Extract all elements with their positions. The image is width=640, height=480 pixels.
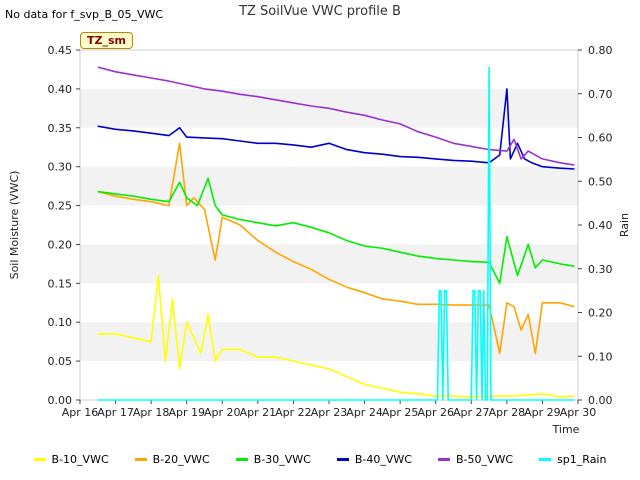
chart-title: TZ SoilVue VWC profile B (239, 4, 401, 19)
y-axis-label: Soil Moisture (VWC) (8, 171, 21, 280)
legend-swatch (539, 458, 552, 461)
legend-swatch (134, 458, 147, 461)
legend-label: sp1_Rain (557, 453, 607, 466)
x-tick-label: Apr 20 (204, 406, 241, 419)
y2-tick-label: 0.60 (588, 132, 613, 145)
no-data-notice: No data for f_svp_B_05_VWC (5, 8, 164, 21)
x-tick-label: Apr 27 (453, 406, 490, 419)
y-tick-label: 0.10 (48, 316, 73, 329)
series-line-b-20-vwc (97, 142, 575, 355)
legend-label: B-50_VWC (455, 453, 514, 466)
series-line-b-50-vwc (97, 66, 575, 166)
y-tick-label: 0.15 (48, 277, 73, 290)
x-tick-label: Apr 24 (346, 406, 383, 419)
x-tick-label: Apr 21 (240, 406, 277, 419)
series-line-b-40-vwc (97, 88, 575, 170)
x-tick-label: Apr 17 (97, 406, 134, 419)
y-tick-label: 0.05 (48, 355, 73, 368)
x-tick-label: Apr 22 (275, 406, 312, 419)
y-tick-label: 0.25 (48, 200, 73, 213)
x-tick-label: Apr 26 (417, 406, 454, 419)
legend-label: B-30_VWC (253, 453, 311, 466)
series-line-sp1-rain (97, 66, 575, 401)
legend-item: sp1_Rain (539, 453, 606, 466)
y2-tick-label: 0.10 (588, 350, 613, 363)
site-badge: TZ_sm (80, 32, 133, 49)
legend-item: B-10_VWC (33, 453, 109, 466)
y2-tick-label: 0.40 (588, 219, 613, 232)
y-tick-label: 0.20 (48, 238, 73, 251)
y2-tick-label: 0.00 (588, 394, 613, 407)
legend-swatch (437, 458, 450, 461)
legend-item: B-20_VWC (134, 453, 210, 466)
series-line-b-10-vwc (97, 274, 575, 398)
series-line-b-30-vwc (97, 177, 575, 285)
grid-band (80, 244, 578, 284)
y2-tick-label: 0.30 (588, 263, 613, 276)
legend-swatch (235, 458, 248, 461)
x-tick-label: Apr 25 (382, 406, 419, 419)
y-tick-label: 0.35 (48, 122, 73, 135)
x-tick-label: Apr 19 (168, 406, 205, 419)
y-tick-label: 0.45 (48, 44, 73, 57)
legend-swatch (33, 458, 46, 461)
legend-item: B-40_VWC (336, 453, 412, 466)
y2-tick-label: 0.70 (588, 88, 613, 101)
x-tick-label: Apr 18 (133, 406, 170, 419)
y-tick-label: 0.30 (48, 161, 73, 174)
legend-label: B-20_VWC (152, 453, 210, 466)
x-tick-label: Apr 23 (311, 406, 348, 419)
legend-label: B-40_VWC (354, 453, 412, 466)
legend-label: B-10_VWC (51, 453, 109, 466)
legend: B-10_VWC B-20_VWC B-30_VWC B-40_VWC B-50_VWC… (0, 453, 640, 466)
y-tick-label: 0.00 (48, 394, 73, 407)
x-axis-label: Time (552, 423, 580, 436)
y2-tick-label: 0.50 (588, 175, 613, 188)
x-tick-label: Apr 28 (489, 406, 526, 419)
legend-item: B-50_VWC (437, 453, 514, 466)
legend-swatch (336, 458, 349, 461)
y-tick-label: 0.40 (48, 83, 73, 96)
y2-tick-label: 0.20 (588, 307, 613, 320)
y2-axis-label: Rain (618, 213, 631, 237)
y2-tick-label: 0.80 (588, 44, 613, 57)
legend-item: B-30_VWC (235, 453, 311, 466)
x-tick-label: Apr 16 (62, 406, 99, 419)
x-tick-label: Apr 30 (560, 406, 597, 419)
grid-band (80, 166, 578, 206)
x-tick-label: Apr 29 (524, 406, 561, 419)
